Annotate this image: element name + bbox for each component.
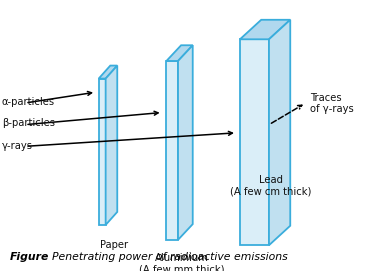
Polygon shape: [269, 20, 290, 245]
Polygon shape: [106, 66, 117, 225]
Polygon shape: [166, 61, 178, 240]
Polygon shape: [166, 45, 193, 61]
Text: Aluminium
(A few mm thick): Aluminium (A few mm thick): [139, 253, 224, 271]
Polygon shape: [99, 79, 106, 225]
Polygon shape: [99, 66, 117, 79]
Polygon shape: [240, 39, 269, 245]
Text: β-particles: β-particles: [2, 118, 55, 128]
Polygon shape: [240, 20, 290, 39]
Text: Paper: Paper: [100, 240, 128, 250]
Polygon shape: [178, 45, 193, 240]
Text: Traces
of γ-rays: Traces of γ-rays: [310, 93, 353, 114]
Text: Penetrating power of radioactive emissions: Penetrating power of radioactive emissio…: [52, 252, 288, 262]
Text: α-particles: α-particles: [2, 97, 55, 107]
Text: γ-rays: γ-rays: [2, 141, 33, 151]
Text: Figure: Figure: [10, 252, 49, 262]
Text: Lead
(A few cm thick): Lead (A few cm thick): [230, 175, 312, 196]
